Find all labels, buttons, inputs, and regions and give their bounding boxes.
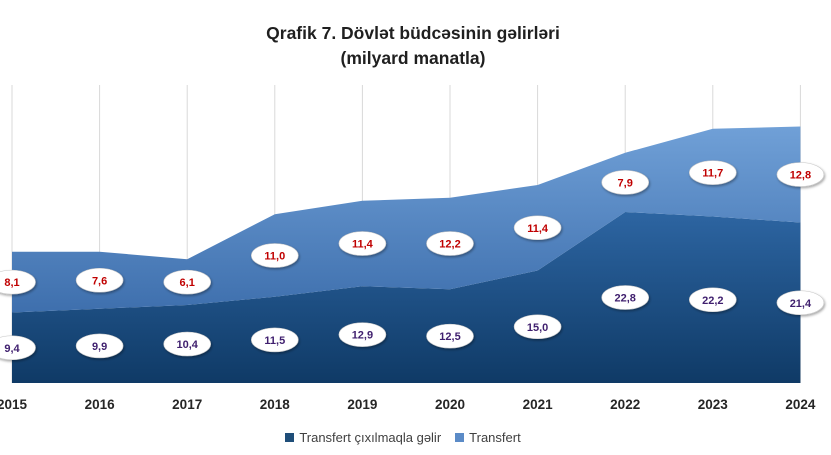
data-label: 10,4 (163, 331, 211, 357)
data-label-text: 11,4 (527, 223, 549, 235)
data-label: 11,5 (250, 327, 299, 353)
x-tick-label: 2017 (172, 397, 202, 412)
data-label-bubble (75, 267, 124, 293)
data-label-bubble (338, 322, 387, 347)
legend-item-series-2: Transfert (455, 430, 521, 445)
data-label-text: 12,8 (790, 170, 811, 182)
data-label-text: 11,7 (702, 168, 723, 180)
data-label: 7,6 (75, 267, 124, 293)
legend-item-series-1: Transfert çıxılmaqla gəlir (285, 430, 441, 445)
area-series-group (12, 126, 801, 383)
data-label-bubble (163, 269, 211, 295)
data-label-bubble (601, 170, 650, 195)
data-label-bubble (0, 269, 36, 295)
data-label-bubble (688, 287, 737, 313)
data-label: 9,9 (75, 333, 124, 359)
x-tick-label: 2019 (347, 397, 377, 412)
x-tick-label: 2015 (0, 397, 28, 412)
data-label: 11,0 (250, 243, 299, 268)
series-area-2 (12, 126, 801, 313)
data-label: 6,1 (163, 269, 211, 295)
legend: Transfert çıxılmaqla gəlir Transfert (0, 428, 806, 446)
data-label-text: 7,6 (92, 275, 107, 287)
data-label: 7,9 (601, 170, 650, 195)
data-label-text: 10,4 (176, 339, 198, 351)
x-tick-label: 2022 (610, 397, 640, 412)
data-label: 22,8 (601, 285, 650, 310)
data-label: 22,2 (688, 287, 737, 313)
data-label: 12,8 (776, 162, 825, 187)
data-label-bubble (776, 162, 825, 187)
legend-swatch-series-2 (455, 432, 465, 442)
chart-subtitle: (milyard manatla) (341, 48, 486, 68)
data-label-bubble (426, 323, 474, 349)
data-label-text: 8,1 (4, 277, 19, 289)
legend-label-series-2: Transfert (469, 429, 521, 445)
data-label: 11,4 (338, 231, 387, 256)
data-label-bubble (513, 215, 562, 241)
data-label-text: 9,9 (92, 341, 107, 353)
data-label-text: 15,0 (527, 322, 548, 334)
data-label-bubble (338, 231, 387, 256)
x-tick-label: 2016 (85, 397, 116, 412)
data-label-text: 11,0 (264, 251, 285, 263)
data-label: 21,4 (776, 290, 825, 316)
x-tick-label: 2018 (260, 397, 291, 412)
x-tick-label: 2020 (435, 397, 465, 412)
data-label-bubble (776, 290, 825, 316)
data-label: 8,1 (0, 269, 36, 295)
data-label-bubble (0, 335, 36, 361)
data-label-bubble (513, 314, 562, 340)
data-label-text: 12,9 (352, 330, 373, 342)
data-label: 12,9 (338, 322, 387, 347)
legend-swatch-series-1 (285, 432, 295, 442)
data-label-text: 12,5 (439, 331, 460, 343)
data-label-bubble (163, 331, 211, 357)
data-label: 12,2 (426, 231, 474, 256)
legend-label-series-1: Transfert çıxılmaqla gəlir (299, 429, 442, 445)
x-tick-label: 2024 (785, 397, 816, 412)
data-label: 12,5 (426, 323, 474, 349)
data-label-text: 22,2 (702, 295, 723, 307)
data-label-bubble (250, 327, 299, 353)
data-label: 11,4 (513, 215, 562, 241)
data-label-text: 11,5 (264, 335, 285, 347)
data-label-text: 6,1 (180, 277, 195, 289)
data-label-bubble (688, 160, 737, 185)
data-label-text: 21,4 (790, 298, 812, 310)
data-label-bubble (75, 333, 124, 359)
data-label: 11,7 (688, 160, 737, 185)
data-labels: 9,4 9,9 10,4 11,5 12,9 12,5 15,0 22,8 22,2 21,4 8,… (0, 160, 825, 361)
x-axis: 2015 2016 2017 2018 2019 2020 2021 2022 2023 2024 (0, 397, 816, 412)
chart-title: Qrafik 7. Dövlət büdcəsinin gəlirləri (266, 23, 560, 43)
data-label-bubble (601, 285, 650, 310)
data-label: 15,0 (513, 314, 562, 340)
data-label-text: 9,4 (4, 343, 20, 355)
data-label-text: 7,9 (618, 177, 633, 189)
data-label-bubble (426, 231, 474, 256)
data-label-bubble (250, 243, 299, 268)
data-label: 9,4 (0, 335, 36, 361)
data-label-text: 12,2 (439, 239, 460, 251)
x-tick-label: 2023 (698, 397, 729, 412)
data-label-text: 22,8 (614, 293, 635, 305)
x-tick-label: 2021 (523, 397, 554, 412)
data-label-text: 11,4 (352, 239, 374, 251)
